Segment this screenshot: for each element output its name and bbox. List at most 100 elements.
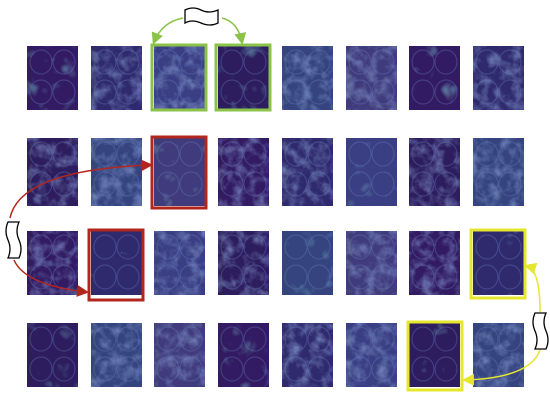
arrow — [524, 262, 541, 313]
tile-texture — [218, 138, 269, 206]
tile-blob — [348, 356, 372, 382]
tile-blob — [179, 356, 203, 382]
tile-blob — [348, 49, 372, 75]
tile-texture — [346, 323, 397, 387]
tile-blob — [475, 141, 499, 167]
tile-blob — [93, 264, 117, 290]
tile-blob — [348, 79, 372, 105]
tile-blob — [93, 79, 117, 105]
feature-map-tile — [473, 231, 524, 295]
tile-blob — [371, 171, 395, 197]
tile-blob — [156, 234, 180, 260]
tile-blob — [29, 356, 53, 382]
tile-blob — [411, 326, 435, 352]
tile-blob — [498, 264, 522, 290]
tile-texture — [154, 46, 205, 110]
feature-map-tile — [154, 323, 205, 387]
tile-blob — [284, 171, 308, 197]
tile-blob — [371, 326, 395, 352]
tile-texture — [282, 138, 333, 206]
tile-blob — [371, 49, 395, 75]
feature-map-tile — [91, 231, 142, 295]
tile-blob — [434, 326, 458, 352]
tile-blob — [156, 141, 180, 167]
tile-blob — [52, 49, 76, 75]
tile-blob — [243, 171, 267, 197]
tile-blob — [371, 356, 395, 382]
arrow — [13, 259, 89, 297]
arrow — [462, 349, 541, 386]
tile-blob — [348, 234, 372, 260]
tile-blob — [220, 264, 244, 290]
tile-blob — [475, 234, 499, 260]
tile-texture — [91, 231, 142, 295]
tile-blob — [179, 171, 203, 197]
tile-blob — [348, 326, 372, 352]
tile-blob — [284, 326, 308, 352]
tile-texture — [409, 138, 460, 206]
banner-symbol — [5, 221, 22, 259]
tile-blob — [179, 264, 203, 290]
tile-blob — [307, 234, 331, 260]
tile-blob — [243, 79, 267, 105]
feature-map-tile — [346, 231, 397, 295]
tile-blob — [116, 356, 140, 382]
tile-blob — [29, 171, 53, 197]
tile-blob — [116, 326, 140, 352]
tile-blob — [116, 79, 140, 105]
tile-blob — [93, 326, 117, 352]
tile-blob — [371, 141, 395, 167]
tile-blob — [220, 171, 244, 197]
tile-blob — [179, 326, 203, 352]
tile-blob — [475, 356, 499, 382]
tile-blob — [179, 141, 203, 167]
feature-map-tile — [409, 46, 460, 110]
feature-map-tile — [91, 138, 142, 206]
tile-blob — [93, 171, 117, 197]
tile-blob — [411, 141, 435, 167]
tile-blob — [371, 264, 395, 290]
tile-blob — [434, 264, 458, 290]
tile-texture — [282, 231, 333, 295]
tile-blob — [29, 234, 53, 260]
tile-blob — [52, 171, 76, 197]
tile-blob — [220, 79, 244, 105]
tile-blob — [284, 141, 308, 167]
feature-map-tile — [154, 46, 205, 110]
feature-map-tile — [346, 323, 397, 387]
tile-blob — [116, 171, 140, 197]
arrow — [151, 17, 184, 45]
tile-texture — [409, 46, 460, 110]
tile-blob — [116, 234, 140, 260]
tile-blob — [475, 79, 499, 105]
tile-texture — [473, 231, 524, 295]
tile-blob — [284, 356, 308, 382]
feature-map-tile — [218, 138, 269, 206]
tile-blob — [179, 49, 203, 75]
tile-blob — [371, 79, 395, 105]
tile-blob — [284, 234, 308, 260]
tile-blob — [284, 49, 308, 75]
highlight-frame — [214, 43, 272, 112]
tile-blob — [475, 264, 499, 290]
tile-blob — [348, 171, 372, 197]
tile-blob — [307, 79, 331, 105]
tile-blob — [371, 234, 395, 260]
tile-texture — [91, 323, 142, 387]
tile-blob — [348, 264, 372, 290]
feature-map-tile — [282, 323, 333, 387]
feature-map-tile — [218, 231, 269, 295]
tile-blob — [52, 356, 76, 382]
tile-blob — [156, 356, 180, 382]
highlight-frame — [406, 320, 464, 392]
feature-map-tile — [218, 46, 269, 110]
tile-blob — [52, 326, 76, 352]
tile-blob — [434, 234, 458, 260]
tile-texture — [473, 46, 524, 110]
tile-texture — [282, 323, 333, 387]
tile-blob — [411, 49, 435, 75]
tile-texture — [346, 138, 397, 206]
tile-blob — [307, 49, 331, 75]
feature-map-tile — [154, 138, 205, 206]
tile-blob — [52, 234, 76, 260]
